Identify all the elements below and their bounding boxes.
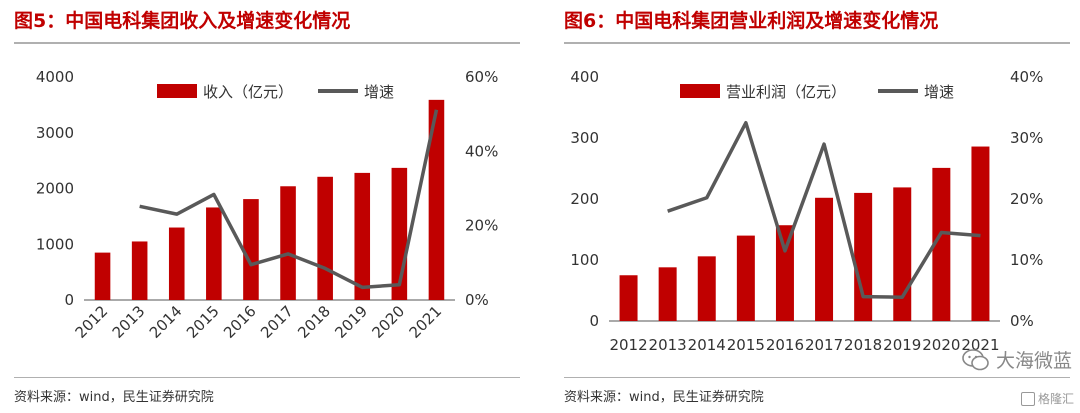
x-axis-tick-label: 2017	[257, 302, 297, 342]
right-axis-tick-label: 20%	[1010, 190, 1043, 208]
x-axis-tick-label: 2021	[406, 302, 446, 342]
bar-2016	[243, 199, 259, 300]
left-axis-tick-label: 0	[589, 312, 599, 330]
watermark: 大海微蓝	[962, 346, 1072, 373]
right-figure-title: 图6：中国电科集团营业利润及增速变化情况	[564, 10, 939, 32]
bar-2017	[280, 186, 296, 300]
x-axis-tick-label: 2020	[922, 336, 960, 354]
x-axis-tick-label: 2013	[109, 302, 149, 342]
x-axis-tick-label: 2019	[883, 336, 921, 354]
left-axis-tick-label: 2000	[36, 180, 74, 198]
right-axis-tick-label: 30%	[1010, 129, 1043, 147]
brand-logo-icon	[1020, 391, 1035, 406]
right-source-note: 资料来源：wind，民生证券研究院	[564, 390, 764, 405]
x-axis-tick-label: 2020	[368, 302, 408, 342]
bar-2012	[619, 275, 638, 321]
bar-2016	[775, 225, 794, 321]
growth-rate-line	[139, 109, 439, 290]
watermark-text: 大海微蓝	[995, 350, 1072, 372]
brand-mark: 格隆汇	[1020, 390, 1074, 407]
x-axis-tick-label: 2019	[331, 302, 371, 342]
right-axis-tick-label: 40%	[465, 142, 498, 160]
right-axis-tick-label: 40%	[1010, 68, 1043, 86]
bar-2013	[658, 267, 677, 321]
bar-2014	[168, 227, 185, 300]
right-axis-tick-label: 20%	[465, 217, 498, 235]
legend-bar-label: 收入（亿元）	[203, 83, 293, 101]
bar-2013	[131, 241, 148, 300]
bar-2015	[206, 207, 222, 300]
bar-2018	[317, 176, 333, 300]
left-axis-tick-label: 400	[570, 68, 599, 86]
right-title-divider	[564, 42, 1070, 44]
bar-2014	[697, 256, 716, 321]
x-axis-tick-label: 2018	[294, 302, 334, 342]
x-axis-tick-label: 2014	[688, 336, 726, 354]
left-axis-tick-label: 100	[570, 251, 599, 269]
right-source-divider	[564, 377, 1070, 378]
bar-2021	[971, 146, 990, 321]
legend-line-label: 增速	[924, 83, 954, 101]
left-axis-tick-label: 300	[570, 129, 599, 147]
x-axis-tick-label: 2012	[72, 302, 112, 342]
left-source-divider	[14, 377, 520, 378]
wechat-icon	[962, 348, 989, 370]
left-axis-tick-label: 0	[64, 291, 74, 309]
legend-bar-label: 营业利润（亿元）	[726, 83, 846, 101]
x-axis-tick-label: 2012	[609, 336, 647, 354]
x-axis-tick-label: 2015	[183, 302, 223, 342]
right-axis-tick-label: 60%	[465, 68, 498, 86]
x-axis-tick-label: 2015	[727, 336, 765, 354]
bar-2017	[815, 197, 834, 321]
left-axis-tick-label: 200	[570, 190, 599, 208]
bar-2020	[932, 167, 951, 321]
left-axis-tick-label: 4000	[36, 68, 74, 86]
x-axis-tick-label: 2017	[805, 336, 843, 354]
x-axis-tick-label: 2016	[220, 302, 260, 342]
left-source-note: 资料来源：wind，民生证券研究院	[14, 390, 214, 405]
revenue-chart: 0 1000 2000 3000 4000 0% 20% 40% 60% 201220132014…	[36, 68, 499, 342]
right-axis-tick-label: 0%	[1010, 312, 1034, 330]
left-figure-panel: 图5：中国电科集团收入及增速变化情况 0 1000 2000 3000 4000 0% 20…	[0, 0, 530, 413]
legend-bar-swatch	[680, 84, 720, 98]
left-title-divider	[14, 42, 520, 44]
bar-2021	[428, 99, 445, 300]
bar-2018	[854, 192, 873, 321]
left-axis-tick-label: 1000	[36, 235, 74, 253]
x-axis-tick-label: 2014	[146, 302, 186, 342]
bar-2012	[94, 252, 111, 300]
legend-bar-swatch	[157, 84, 197, 98]
legend-line-label: 增速	[364, 83, 394, 101]
right-axis-tick-label: 10%	[1010, 251, 1043, 269]
brand-text: 格隆汇	[1037, 392, 1074, 406]
left-axis-tick-label: 3000	[36, 124, 74, 142]
x-axis-tick-label: 2013	[649, 336, 687, 354]
bar-2015	[736, 235, 755, 321]
x-axis-tick-label: 2016	[766, 336, 804, 354]
bar-2019	[893, 187, 912, 321]
bar-2019	[354, 172, 371, 300]
right-figure-panel: 图6：中国电科集团营业利润及增速变化情况 0 100 200 300 400 0% 10% 2…	[550, 0, 1080, 413]
left-figure-title: 图5：中国电科集团收入及增速变化情况	[14, 10, 351, 32]
right-axis-tick-label: 0%	[465, 291, 489, 309]
x-axis-tick-label: 2018	[844, 336, 882, 354]
growth-rate-line	[667, 121, 981, 299]
